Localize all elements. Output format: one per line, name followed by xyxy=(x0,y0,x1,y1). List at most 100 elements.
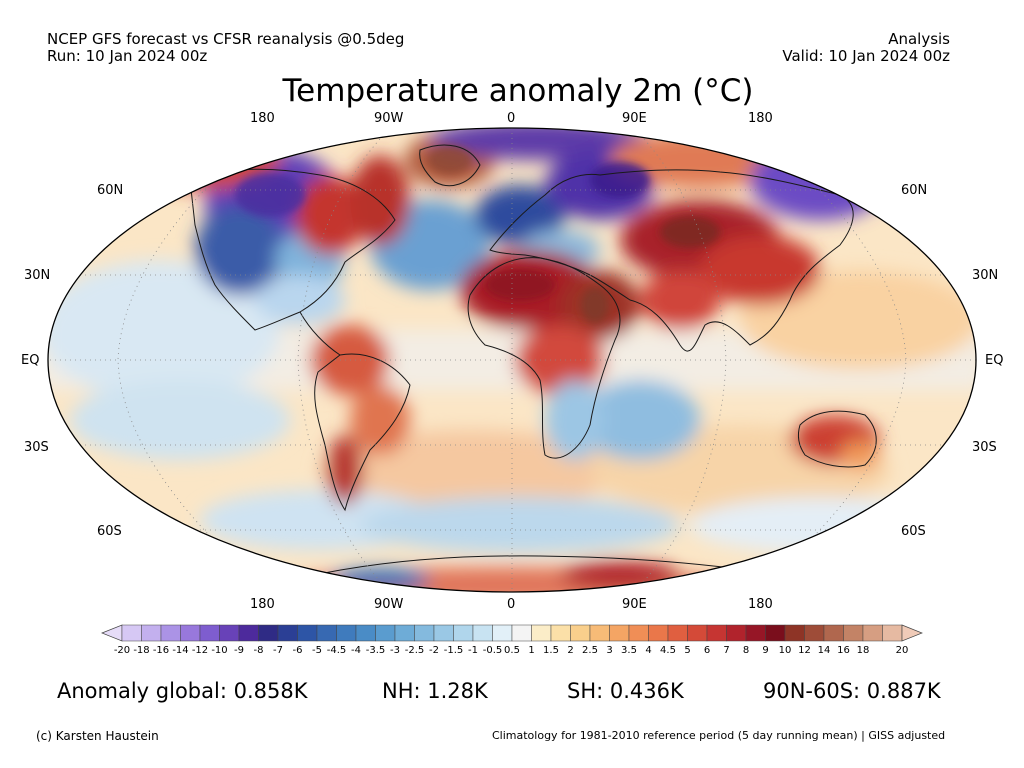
colorbar-cell xyxy=(258,624,279,642)
coastlines xyxy=(189,144,877,579)
colorbar-tick-label: -3.5 xyxy=(366,645,386,656)
lat-label-left-eq: EQ xyxy=(21,353,40,368)
colorbar-tick-label: 4 xyxy=(645,645,651,656)
colorbar-cell xyxy=(433,624,454,642)
colorbar-cell xyxy=(394,624,415,642)
colorbar-tick-label: 2.5 xyxy=(582,645,598,656)
colorbar-cell xyxy=(882,624,903,642)
colorbar-tick-label: -1.5 xyxy=(444,645,464,656)
colorbar-cell xyxy=(219,624,240,642)
colorbar-cell xyxy=(784,624,805,642)
colorbar-tick-label: -10 xyxy=(211,645,227,656)
colorbar-tick-label: 20 xyxy=(896,645,909,656)
colorbar-tick-label: 12 xyxy=(798,645,811,656)
colorbar-cell xyxy=(492,624,513,642)
colorbar-tick-label: -2 xyxy=(429,645,439,656)
colorbar-tick-label: -20 xyxy=(114,645,130,656)
lat-label-right-30s: 30S xyxy=(972,440,997,455)
colorbar-cell xyxy=(862,624,883,642)
colorbar-cell xyxy=(238,624,259,642)
colorbar-tick-label: 10 xyxy=(779,645,792,656)
anomaly-field xyxy=(48,128,976,592)
colorbar-over-triangle xyxy=(901,624,923,642)
colorbar-cell xyxy=(687,624,708,642)
colorbar-cell xyxy=(628,624,649,642)
colorbar-tick-label: 18 xyxy=(857,645,870,656)
colorbar-cell xyxy=(843,624,864,642)
header-left: NCEP GFS forecast vs CFSR reanalysis @0.… xyxy=(47,31,404,65)
colorbar-tick-label: -8 xyxy=(254,645,264,656)
colorbar-cell xyxy=(141,624,162,642)
colorbar-tick-label: -12 xyxy=(192,645,208,656)
climatology-note: Climatology for 1981-2010 reference peri… xyxy=(492,729,946,742)
colorbar-cell xyxy=(297,624,318,642)
lat-label-left-60s: 60S xyxy=(97,524,122,539)
lon-label-bottom-0: 0 xyxy=(507,597,516,612)
colorbar-cell xyxy=(414,624,435,642)
colorbar-tick-label: -0.5 xyxy=(483,645,503,656)
lon-label-bottom-90e: 90E xyxy=(622,597,647,612)
graticule xyxy=(48,128,976,592)
colorbar-cell xyxy=(180,624,201,642)
colorbar-tick-label: 4.5 xyxy=(660,645,676,656)
lon-label-top-180w: 180 xyxy=(250,111,275,126)
colorbar-cell xyxy=(804,624,825,642)
colorbar-tick-label: 2 xyxy=(567,645,573,656)
nh-anomaly: NH: 1.28K xyxy=(382,679,488,703)
colorbar-cell xyxy=(121,624,142,642)
lat-label-left-30n: 30N xyxy=(24,268,51,283)
colorbar-tick-label: 6 xyxy=(704,645,710,656)
colorbar-tick-label: -6 xyxy=(293,645,303,656)
colorbar-tick-label: -16 xyxy=(153,645,169,656)
lat-label-right-60n: 60N xyxy=(901,183,928,198)
colorbar-tick-label: -5 xyxy=(312,645,322,656)
colorbar-tick-label: -4 xyxy=(351,645,361,656)
colorbar-cell xyxy=(375,624,396,642)
lon-label-top-90e: 90E xyxy=(622,111,647,126)
lat-label-right-60s: 60S xyxy=(901,524,926,539)
colorbar-tick-label: -14 xyxy=(172,645,188,656)
colorbar-tick-label: 14 xyxy=(818,645,831,656)
lat-label-left-60n: 60N xyxy=(97,183,124,198)
run-time: Run: 10 Jan 2024 00z xyxy=(47,47,208,65)
colorbar-cell xyxy=(667,624,688,642)
copyright: (c) Karsten Haustein xyxy=(36,729,159,743)
colorbar-cell xyxy=(550,624,571,642)
colorbar-cells xyxy=(121,624,903,642)
colorbar-tick-label: 3 xyxy=(606,645,612,656)
colorbar-tick-label: 16 xyxy=(837,645,850,656)
colorbar-tick-label: -18 xyxy=(133,645,149,656)
arctic-anomaly: 90N-60S: 0.887K xyxy=(763,679,941,703)
global-anomaly: Anomaly global: 0.858K xyxy=(57,679,308,703)
colorbar-cell xyxy=(823,624,844,642)
colorbar-cell xyxy=(277,624,298,642)
colorbar-cell xyxy=(355,624,376,642)
colorbar-tick-label: -2.5 xyxy=(405,645,425,656)
colorbar-cell xyxy=(336,624,357,642)
map-title: Temperature anomaly 2m (°C) xyxy=(282,73,754,109)
colorbar-tick-label: 0.5 xyxy=(504,645,520,656)
colorbar-cell xyxy=(316,624,337,642)
lon-label-bottom-90w: 90W xyxy=(374,597,404,612)
colorbar-tick-label: 9 xyxy=(762,645,768,656)
colorbar-tick-label: 7 xyxy=(723,645,729,656)
colorbar-tick-label: -1 xyxy=(468,645,478,656)
lat-label-right-eq: EQ xyxy=(985,353,1004,368)
lon-label-bottom-180w: 180 xyxy=(250,597,275,612)
colorbar-cell xyxy=(589,624,610,642)
lon-label-top-180e: 180 xyxy=(748,111,773,126)
colorbar-tick-label: -9 xyxy=(234,645,244,656)
colorbar-cell xyxy=(160,624,181,642)
colorbar-cell xyxy=(765,624,786,642)
colorbar-cell xyxy=(199,624,220,642)
colorbar-cell xyxy=(511,624,532,642)
colorbar-cell xyxy=(648,624,669,642)
lon-label-top-90w: 90W xyxy=(374,111,404,126)
colorbar-cell xyxy=(706,624,727,642)
colorbar-tick-label: -7 xyxy=(273,645,283,656)
lat-label-left-30s: 30S xyxy=(24,440,49,455)
colorbar-tick-label: 3.5 xyxy=(621,645,637,656)
map-border xyxy=(47,127,977,593)
lat-label-right-30n: 30N xyxy=(972,268,999,283)
